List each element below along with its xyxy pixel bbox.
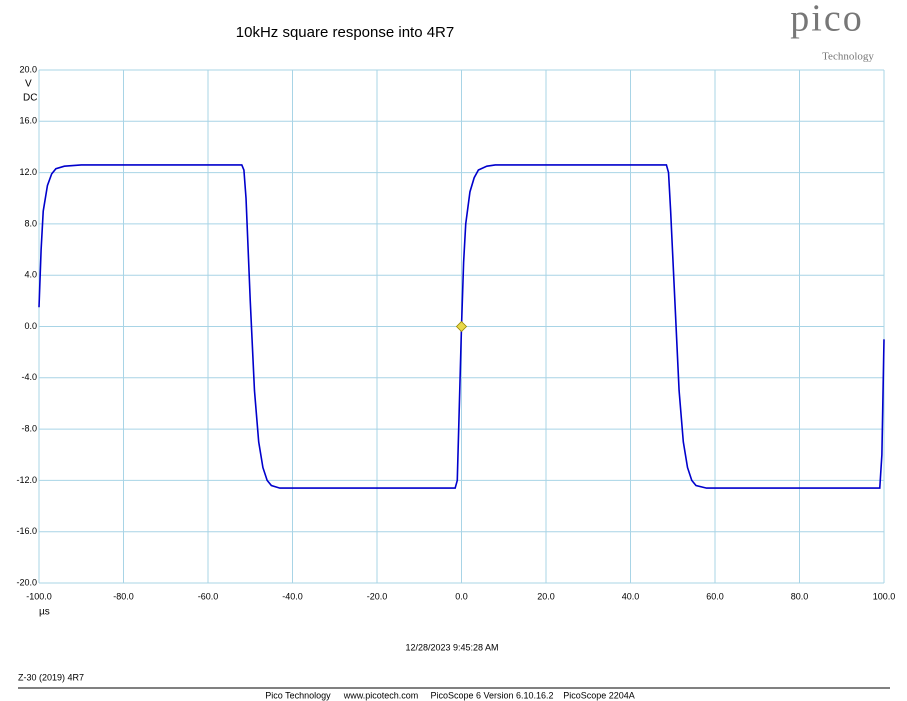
- y-tick-label: 0.0: [24, 321, 37, 331]
- y-tick-label: 4.0: [24, 270, 37, 280]
- x-unit: µs: [39, 607, 50, 618]
- x-tick-label: -80.0: [113, 591, 134, 601]
- footer-text: www.picotech.com: [343, 690, 419, 700]
- y-tick-label: 16.0: [19, 116, 37, 126]
- x-tick-label: -100.0: [26, 591, 52, 601]
- footer-text: PicoScope 2204A: [563, 690, 635, 700]
- y-tick-label: -8.0: [21, 423, 37, 433]
- x-tick-label: 100.0: [873, 591, 896, 601]
- y-tick-label: -16.0: [16, 526, 37, 536]
- y-tick-label: 20.0: [19, 64, 37, 74]
- footer-text: PicoScope 6 Version 6.10.16.2: [430, 690, 553, 700]
- y-coupling: DC: [23, 93, 37, 104]
- y-tick-label: -4.0: [21, 372, 37, 382]
- y-tick-label: 12.0: [19, 167, 37, 177]
- y-tick-label: -20.0: [16, 577, 37, 587]
- timestamp: 12/28/2023 9:45:28 AM: [405, 642, 498, 652]
- series-line: [38, 164, 885, 489]
- footer-text: Pico Technology: [265, 690, 331, 700]
- trigger-marker: [455, 320, 468, 333]
- logo-subtitle: Technology: [822, 51, 874, 63]
- x-tick-label: -40.0: [282, 591, 303, 601]
- x-tick-label: 60.0: [706, 591, 724, 601]
- x-tick-label: 80.0: [791, 591, 809, 601]
- chart-title: 10kHz square response into 4R7: [236, 24, 454, 41]
- footer: Pico Technology www.picotech.com PicoScope…: [265, 690, 634, 700]
- x-tick-label: 0.0: [455, 591, 468, 601]
- x-tick-label: 40.0: [622, 591, 640, 601]
- x-tick-label: -60.0: [198, 591, 219, 601]
- x-tick-label: -20.0: [367, 591, 388, 601]
- y-tick-label: -12.0: [16, 475, 37, 485]
- y-unit: V: [25, 79, 32, 90]
- y-tick-label: 8.0: [24, 218, 37, 228]
- logo: pico: [790, 0, 863, 40]
- x-tick-label: 20.0: [537, 591, 555, 601]
- caption: Z-30 (2019) 4R7: [18, 672, 84, 682]
